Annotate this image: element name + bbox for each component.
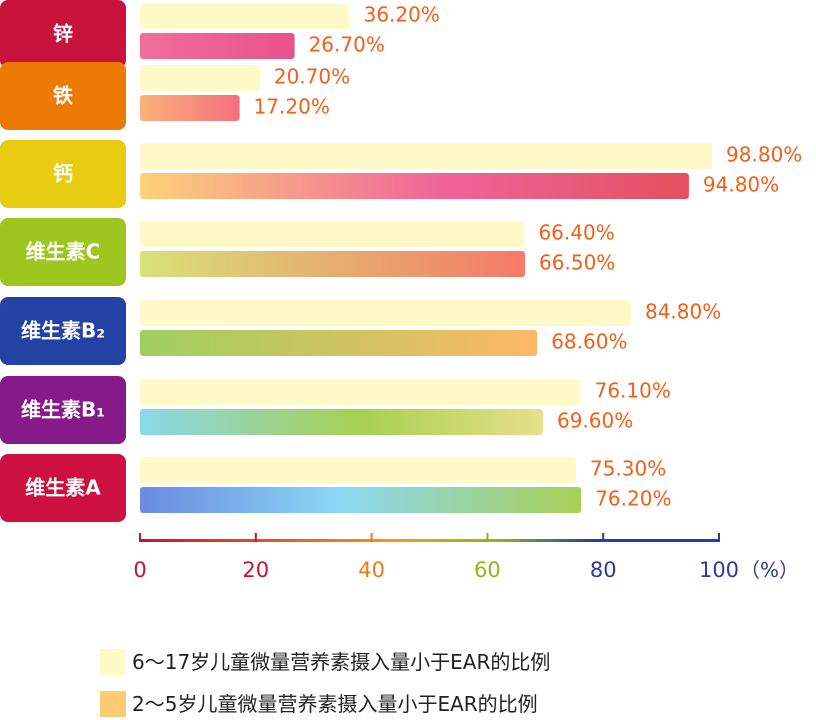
x-tick-label-5: 100: [699, 558, 739, 582]
category-box-4: [0, 297, 126, 365]
bar-series2-3: [140, 251, 526, 277]
category-box-3: [0, 218, 126, 286]
bar-series2-1: [140, 95, 240, 121]
x-tick-mark-5: [718, 533, 720, 542]
value-label-series2-3: 66.50%: [539, 251, 615, 275]
legend-swatch-1: [100, 649, 126, 675]
category-label-2: 钙: [53, 162, 73, 186]
category-box-5: [0, 376, 126, 444]
bar-series2-6: [140, 487, 582, 513]
bar-series1-0: [140, 3, 350, 29]
legend-item-1: 6～17岁儿童微量营养素摄入量小于EAR的比例: [100, 647, 800, 677]
category-box-6: [0, 454, 126, 522]
legend-label-1: 6～17岁儿童微量营养素摄入量小于EAR的比例: [132, 650, 551, 674]
bar-series1-2: [140, 143, 713, 169]
x-axis-unit: （%）: [740, 558, 799, 582]
x-tick-mark-3: [486, 533, 489, 542]
category-label-6: 维生素A: [25, 476, 101, 500]
value-label-series2-4: 68.60%: [551, 330, 627, 354]
value-label-series1-5: 76.10%: [595, 379, 671, 403]
category-label-4: 维生素B₂: [21, 319, 105, 343]
x-tick-mark-1: [254, 533, 257, 542]
x-tick-label-1: 20: [242, 558, 269, 582]
x-axis-line: [140, 539, 719, 542]
category-label-1: 铁: [53, 84, 73, 108]
bar-series2-4: [140, 330, 538, 356]
x-tick-label-3: 60: [474, 558, 501, 582]
value-label-series2-6: 76.20%: [595, 487, 671, 511]
bar-series2-2: [140, 173, 689, 199]
x-tick-mark-2: [370, 533, 373, 542]
category-box-2: [0, 140, 126, 208]
value-label-series2-2: 94.80%: [703, 173, 779, 197]
legend-label-2: 2～5岁儿童微量营养素摄入量小于EAR的比例: [132, 692, 538, 716]
value-label-series1-6: 75.30%: [590, 457, 666, 481]
value-label-series2-1: 17.20%: [254, 95, 330, 119]
x-tick-mark-4: [602, 533, 605, 542]
value-label-series2-0: 26.70%: [309, 33, 385, 57]
bar-series2-0: [140, 33, 295, 59]
legend-item-2: 2～5岁儿童微量营养素摄入量小于EAR的比例: [100, 689, 800, 719]
x-tick-label-0: 0: [133, 558, 146, 582]
legend-swatch-2: [100, 691, 126, 717]
category-box-0: [0, 0, 126, 68]
bar-series1-6: [140, 457, 576, 483]
value-label-series2-5: 69.60%: [557, 409, 633, 433]
value-label-series1-1: 20.70%: [274, 65, 350, 89]
value-label-series1-0: 36.20%: [364, 3, 440, 27]
x-tick-label-2: 40: [358, 558, 385, 582]
category-label-3: 维生素C: [26, 240, 101, 264]
bar-series1-4: [140, 300, 631, 326]
x-tick-mark-0: [139, 533, 141, 542]
x-tick-label-4: 80: [590, 558, 617, 582]
bar-series1-1: [140, 65, 260, 91]
bar-series1-3: [140, 221, 525, 247]
category-label-5: 维生素B₁: [21, 398, 105, 422]
bar-series2-5: [140, 409, 543, 435]
bar-series1-5: [140, 379, 581, 405]
category-label-0: 锌: [53, 22, 73, 46]
value-label-series1-3: 66.40%: [538, 221, 614, 245]
value-label-series1-2: 98.80%: [726, 143, 802, 167]
value-label-series1-4: 84.80%: [645, 300, 721, 324]
category-box-1: [0, 62, 126, 130]
